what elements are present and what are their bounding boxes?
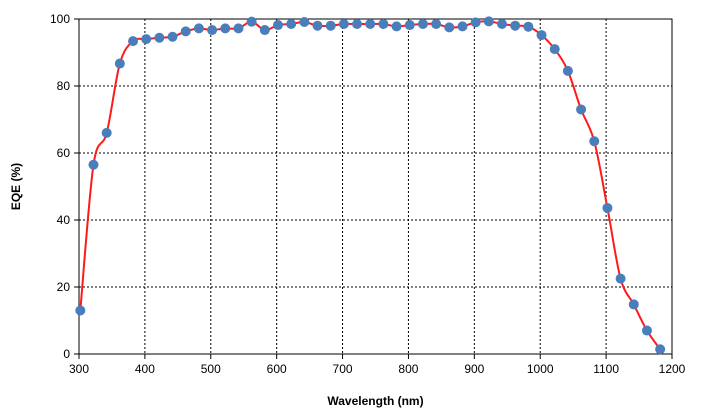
x-tick-label: 600	[267, 362, 287, 376]
data-point	[391, 21, 402, 32]
x-tick-label: 1100	[593, 362, 619, 376]
data-point	[431, 19, 442, 30]
axis-ticks: 300 400 500 600 700 800 900 1000 1100 1200 0 20 40 60…	[50, 12, 686, 376]
y-tick-label: 60	[57, 146, 71, 160]
data-point	[404, 20, 415, 31]
data-point	[88, 159, 99, 170]
data-point	[655, 344, 666, 355]
data-point	[338, 19, 349, 30]
data-point	[483, 16, 494, 27]
data-point	[180, 26, 191, 37]
data-point	[299, 17, 310, 28]
series-line	[79, 20, 661, 350]
data-point	[154, 32, 165, 43]
plot-area-frame	[78, 18, 673, 355]
data-point	[628, 299, 639, 310]
data-point	[207, 25, 218, 36]
x-tick-label: 900	[464, 362, 484, 376]
y-axis-title: EQE (%)	[9, 163, 23, 210]
y-tick-label: 40	[57, 213, 71, 227]
data-point	[75, 305, 86, 316]
data-point	[536, 30, 547, 41]
data-point	[193, 23, 204, 34]
data-point	[641, 325, 652, 336]
data-point	[233, 23, 244, 34]
data-point	[549, 44, 560, 55]
data-point	[615, 273, 626, 284]
data-point	[352, 19, 363, 30]
data-point	[325, 20, 336, 31]
data-point	[141, 34, 152, 45]
data-point	[365, 19, 376, 30]
data-point	[576, 104, 587, 115]
x-tick-label: 400	[135, 362, 155, 376]
y-tick-label: 20	[57, 280, 71, 294]
data-point	[457, 21, 468, 32]
x-axis-title: Wavelength (nm)	[327, 394, 423, 408]
data-point	[589, 136, 600, 147]
x-tick-label: 800	[398, 362, 418, 376]
data-point	[378, 19, 389, 30]
x-tick-label: 1000	[527, 362, 554, 376]
series-1	[75, 16, 666, 355]
data-point	[101, 127, 112, 138]
y-tick-label: 0	[63, 347, 70, 361]
data-point	[114, 58, 125, 69]
x-tick-label: 700	[333, 362, 353, 376]
x-tick-label: 300	[69, 362, 89, 376]
data-point	[272, 20, 283, 31]
data-point	[602, 202, 613, 213]
data-point	[470, 17, 481, 28]
x-tick-label: 500	[201, 362, 221, 376]
data-point	[167, 31, 178, 42]
data-point	[510, 20, 521, 31]
data-point	[220, 23, 231, 34]
data-point	[497, 19, 508, 30]
y-tick-label: 100	[50, 12, 70, 26]
data-point	[128, 36, 139, 47]
data-point	[417, 19, 428, 30]
y-tick-label: 80	[57, 79, 71, 93]
data-point	[259, 25, 270, 36]
data-point	[312, 20, 323, 31]
data-point	[286, 19, 297, 30]
data-point	[562, 65, 573, 76]
data-point	[246, 16, 257, 27]
data-point	[523, 21, 534, 32]
data-point	[444, 22, 455, 33]
gridlines	[79, 19, 672, 354]
x-tick-label: 1200	[659, 362, 686, 376]
